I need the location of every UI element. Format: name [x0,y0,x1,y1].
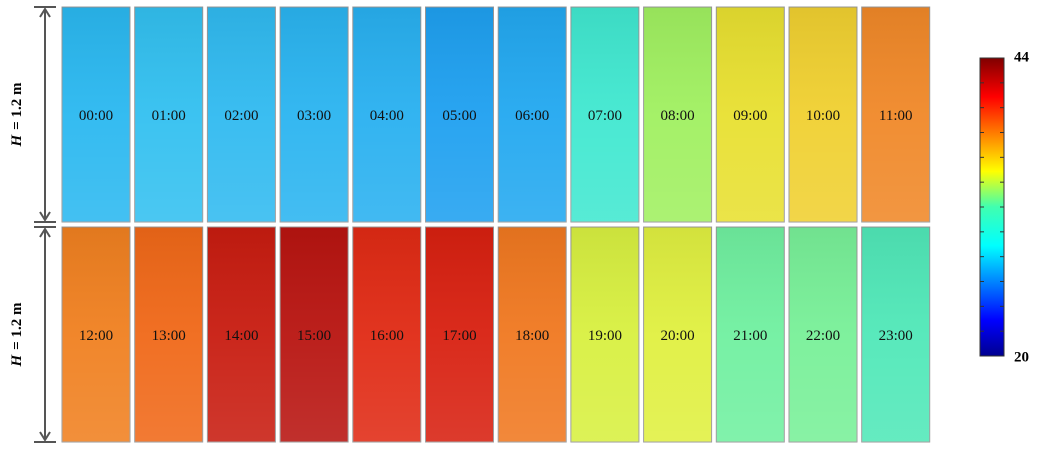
height-value: = 1.2 m [9,82,25,130]
time-label: 05:00 [442,108,476,124]
time-label: 09:00 [733,108,767,124]
height-value: = 1.2 m [9,302,25,350]
height-variable: H [9,133,25,147]
time-label: 13:00 [152,328,186,344]
figure: 00:00 01:00 02:00 03:00 04:00 05:00 06:00 07:00… [0,0,1044,449]
panels: 00:00 01:00 02:00 03:00 04:00 05:00 06:00 07:00… [62,7,930,442]
time-label: 19:00 [588,328,622,344]
time-label: 17:00 [442,328,476,344]
time-label: 07:00 [588,108,622,124]
time-label: 06:00 [515,108,549,124]
time-label: 23:00 [879,328,913,344]
time-label: 03:00 [297,108,331,124]
colorbar-min: 20 [1014,349,1029,365]
height-label: H = 1.2 m [9,302,25,367]
time-label: 22:00 [806,328,840,344]
time-label: 10:00 [806,108,840,124]
time-label: 04:00 [370,108,404,124]
time-label: 12:00 [79,328,113,344]
time-label: 18:00 [515,328,549,344]
time-label: 08:00 [661,108,695,124]
height-variable: H [9,353,25,367]
time-label: 20:00 [661,328,695,344]
time-label: 01:00 [152,108,186,124]
time-label: 00:00 [79,108,113,124]
time-label: 15:00 [297,328,331,344]
time-label: 14:00 [224,328,258,344]
height-label: H = 1.2 m [9,82,25,147]
time-label: 16:00 [370,328,404,344]
time-label: 11:00 [879,108,913,124]
time-label: 21:00 [733,328,767,344]
time-label: 02:00 [224,108,258,124]
colorbar-max: 44 [1014,49,1030,65]
